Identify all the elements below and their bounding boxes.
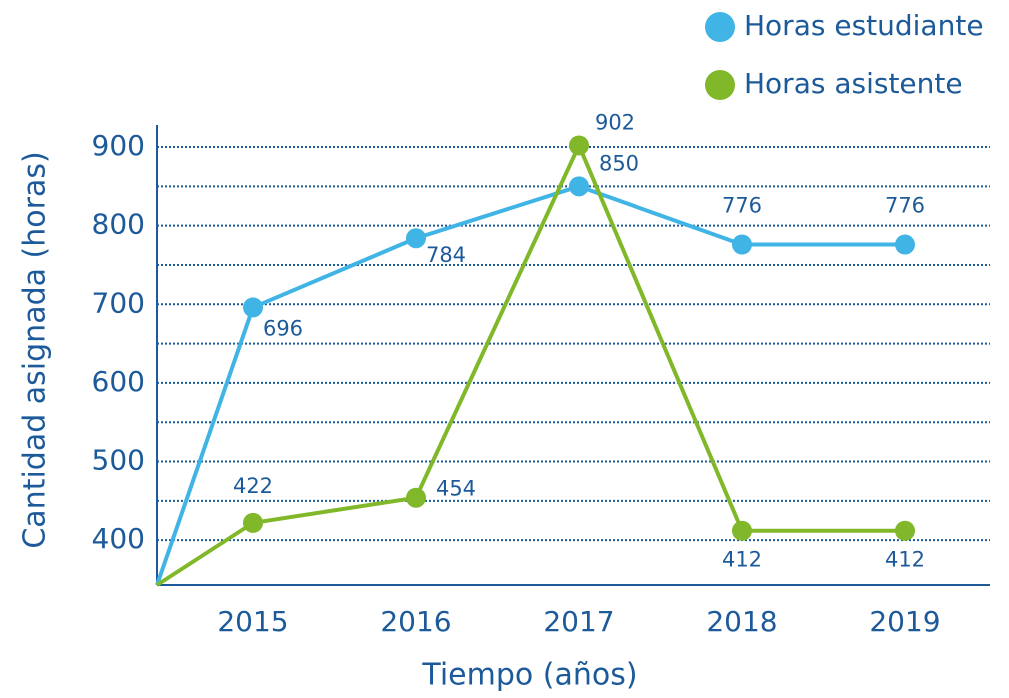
data-label: 412 xyxy=(885,548,925,572)
x-tick-label: 2019 xyxy=(869,605,940,638)
data-label: 850 xyxy=(599,151,639,175)
data-point xyxy=(569,176,589,197)
y-tick-label: 700 xyxy=(92,286,145,319)
legend-label: Horas asistente xyxy=(744,67,963,100)
x-tick-label: 2017 xyxy=(543,605,614,638)
y-tick-label: 800 xyxy=(92,208,145,241)
data-point xyxy=(406,487,426,508)
data-label: 776 xyxy=(722,194,762,218)
data-point xyxy=(895,520,915,541)
x-tick-label: 2016 xyxy=(380,605,451,638)
data-label: 696 xyxy=(263,316,303,340)
y-tick-label: 500 xyxy=(92,444,145,477)
legend-marker xyxy=(705,12,735,42)
data-label: 422 xyxy=(233,474,273,498)
data-point xyxy=(243,297,263,318)
data-label: 784 xyxy=(426,243,466,267)
legend-label: Horas estudiante xyxy=(744,9,984,42)
x-axis-title: Tiempo (años) xyxy=(421,658,637,693)
data-label: 902 xyxy=(595,110,635,134)
data-point xyxy=(732,234,752,255)
data-point xyxy=(406,228,426,249)
data-point xyxy=(895,234,915,255)
y-tick-label: 900 xyxy=(92,129,145,162)
legend-marker xyxy=(705,70,735,100)
data-label: 454 xyxy=(436,477,476,501)
series-line xyxy=(155,184,905,586)
data-point xyxy=(569,135,589,156)
y-axis-title: Cantidad asignada (horas) xyxy=(18,151,53,548)
series-line xyxy=(155,143,905,587)
data-point xyxy=(732,520,752,541)
y-tick-label: 400 xyxy=(92,522,145,555)
data-label: 776 xyxy=(885,194,925,218)
y-tick-label: 600 xyxy=(92,365,145,398)
x-tick-label: 2018 xyxy=(706,605,777,638)
x-tick-label: 2015 xyxy=(217,605,288,638)
data-point xyxy=(243,512,263,533)
data-label: 412 xyxy=(722,548,762,572)
